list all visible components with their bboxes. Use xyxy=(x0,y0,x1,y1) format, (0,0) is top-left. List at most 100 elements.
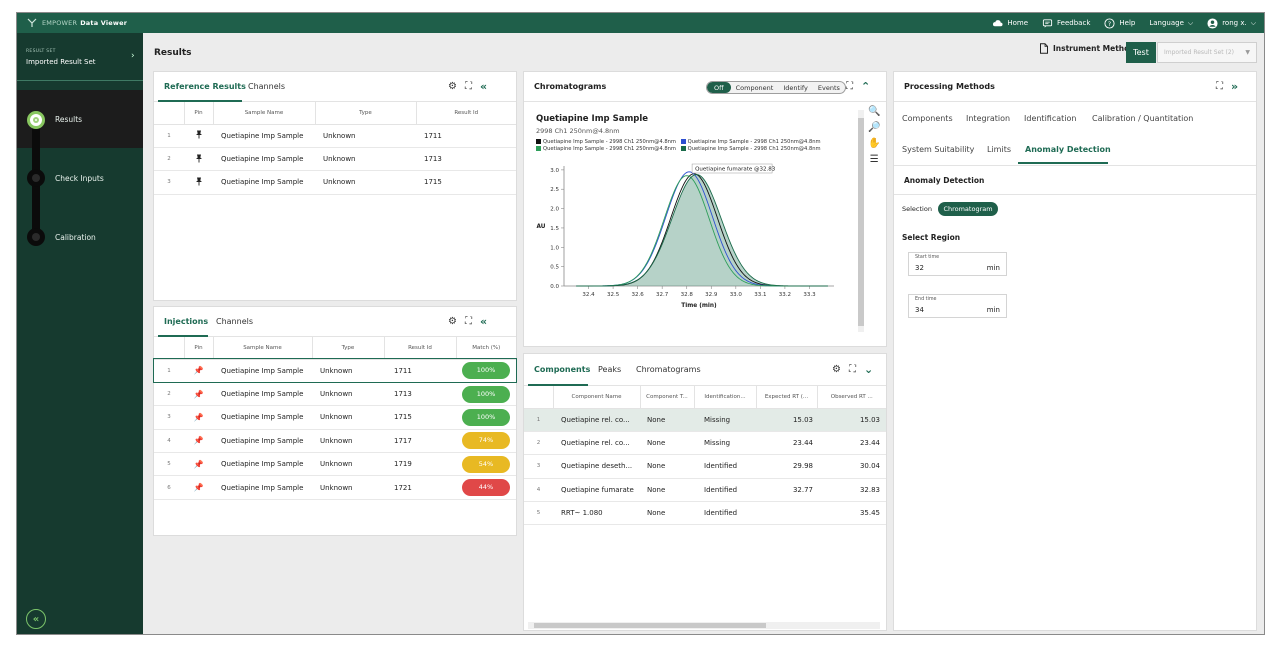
column-result-id[interactable]: Result Id xyxy=(416,102,516,125)
step-check-inputs-dot[interactable] xyxy=(27,169,45,187)
scrollbar-thumb[interactable] xyxy=(534,623,766,628)
fullscreen-icon[interactable]: ⛶ xyxy=(846,81,853,92)
step-calibration-dot[interactable] xyxy=(27,228,45,246)
column-observed-rt[interactable]: Observed RT ... xyxy=(817,386,886,409)
pin-cell[interactable]: 📌 xyxy=(184,405,213,430)
pan-hand-icon[interactable]: ✋ xyxy=(868,138,881,149)
table-row[interactable]: 1 📌 Quetiapine Imp Sample Unknown 1711 100% xyxy=(153,357,517,384)
zoom-out-icon[interactable]: 🔍 xyxy=(868,106,881,117)
pm-tab-integration[interactable]: Integration xyxy=(966,114,1011,123)
table-row[interactable]: 1 Quetiapine Imp Sample Unknown 1711 xyxy=(154,124,516,148)
result-set-value[interactable]: Imported Result Set xyxy=(26,58,96,66)
scrollbar-thumb[interactable] xyxy=(858,118,864,326)
segment-identify[interactable]: Identify xyxy=(783,83,808,92)
pm-tab-anomaly-detection[interactable]: Anomaly Detection xyxy=(1025,145,1111,154)
table-row[interactable]: 1 Quetiapine rel. co... None Missing 15.03 15… xyxy=(524,408,886,432)
collapse-up-icon[interactable]: ⌃ xyxy=(861,80,871,93)
brand[interactable]: EMPOWER Data Viewer xyxy=(27,18,127,28)
pin-icon[interactable]: 📌 xyxy=(193,389,204,399)
table-row[interactable]: 2 Quetiapine Imp Sample Unknown 1713 xyxy=(154,147,516,172)
fullscreen-icon[interactable]: ⛶ xyxy=(464,316,472,327)
start-time-value[interactable]: 32 xyxy=(915,264,924,272)
pin-icon[interactable] xyxy=(195,177,203,186)
pm-tab-calibration[interactable]: Calibration / Quantitation xyxy=(1092,114,1194,123)
column-sample-name[interactable]: Sample Name xyxy=(213,102,316,125)
table-row[interactable]: 4 📌 Quetiapine Imp Sample Unknown 1717 74% xyxy=(154,429,516,454)
pin-icon[interactable] xyxy=(195,154,203,163)
collapse-left-icon[interactable]: « xyxy=(479,80,488,93)
column-type[interactable]: Type xyxy=(315,102,417,125)
tab-reference-results[interactable]: Reference Results xyxy=(164,82,246,91)
end-time-field[interactable]: End time 34 min xyxy=(908,294,1007,318)
pin-cell[interactable]: 📌 xyxy=(184,359,213,383)
pm-tab-system-suitability[interactable]: System Suitability xyxy=(902,145,975,154)
stack-layers-icon[interactable]: ☰ xyxy=(869,154,879,165)
step-results[interactable]: Results xyxy=(55,115,83,124)
collapse-down-icon[interactable]: ⌄ xyxy=(863,363,874,376)
imported-result-set-select[interactable]: Imported Result Set (2) ▼ xyxy=(1157,42,1257,63)
pin-icon[interactable]: 📌 xyxy=(193,366,204,376)
pin-icon[interactable]: 📌 xyxy=(193,412,204,422)
components-horizontal-scrollbar[interactable] xyxy=(528,622,880,629)
tab-injections[interactable]: Injections xyxy=(164,317,209,326)
gear-icon[interactable]: ⚙ xyxy=(448,81,457,92)
segment-off[interactable]: Off xyxy=(707,82,731,93)
table-row[interactable]: 5 RRT~ 1.080 None Identified 35.45 xyxy=(524,501,886,526)
fullscreen-icon[interactable]: ⛶ xyxy=(848,364,856,375)
step-check-inputs[interactable]: Check Inputs xyxy=(55,174,104,183)
pin-cell[interactable]: 📌 xyxy=(184,475,213,500)
pin-icon[interactable]: 📌 xyxy=(193,483,204,493)
column-component-name[interactable]: Component Name xyxy=(553,386,641,409)
column-sample-name[interactable]: Sample Name xyxy=(213,337,313,360)
gear-icon[interactable]: ⚙ xyxy=(832,364,841,375)
tab-components[interactable]: Components xyxy=(534,365,591,374)
column-pin[interactable]: Pin xyxy=(184,102,214,125)
pin-cell[interactable]: 📌 xyxy=(184,382,213,407)
plot-vertical-scrollbar[interactable] xyxy=(858,110,864,332)
table-row[interactable]: 2 📌 Quetiapine Imp Sample Unknown 1713 100% xyxy=(154,382,516,407)
pin-cell[interactable]: 📌 xyxy=(184,452,213,477)
column-result-id[interactable]: Result Id xyxy=(384,337,457,360)
language-menu[interactable]: Language ⌵ xyxy=(1149,19,1193,28)
zoom-in-icon[interactable]: 🔎 xyxy=(868,122,881,133)
table-row[interactable]: 5 📌 Quetiapine Imp Sample Unknown 1719 54% xyxy=(154,452,516,477)
sidebar-collapse-button[interactable]: « xyxy=(26,609,46,629)
table-row[interactable]: 3 📌 Quetiapine Imp Sample Unknown 1715 100% xyxy=(154,405,516,430)
segment-component[interactable]: Component xyxy=(735,83,774,92)
pin-cell[interactable]: 📌 xyxy=(184,429,213,454)
fullscreen-icon[interactable]: ⛶ xyxy=(464,81,472,92)
table-row[interactable]: 4 Quetiapine fumarate None Identified 32.77 3… xyxy=(524,478,886,503)
step-calibration[interactable]: Calibration xyxy=(55,233,96,242)
column-type[interactable]: Type xyxy=(312,337,385,360)
segment-events[interactable]: Events xyxy=(817,83,840,92)
selection-chromatogram-chip[interactable]: Chromatogram xyxy=(938,202,998,216)
pm-tab-identification[interactable]: Identification xyxy=(1024,114,1077,123)
chromatogram-plot[interactable]: 0.0 0.5 1.0 1.5 2.0 2.5 3.0 32.4 32.5 32.6 32.7 32.… xyxy=(524,160,858,330)
table-row[interactable]: 3 Quetiapine deseth... None Identified 29.98… xyxy=(524,454,886,479)
column-component-type[interactable]: Component T... xyxy=(640,386,695,409)
start-time-field[interactable]: Start time 32 min xyxy=(908,252,1007,276)
test-button[interactable]: Test xyxy=(1126,42,1156,63)
collapse-right-icon[interactable]: » xyxy=(1231,80,1239,93)
home-link[interactable]: Home xyxy=(992,18,1028,29)
gear-icon[interactable]: ⚙ xyxy=(448,316,457,327)
step-results-dot[interactable] xyxy=(27,111,45,129)
pin-icon[interactable] xyxy=(195,130,203,139)
instrument-method-link[interactable]: Instrument Method xyxy=(1039,43,1135,54)
pin-cell[interactable] xyxy=(184,147,213,172)
end-time-value[interactable]: 34 xyxy=(915,306,924,314)
help-link[interactable]: ? Help xyxy=(1104,17,1135,29)
column-expected-rt[interactable]: Expected RT (... xyxy=(756,386,818,409)
tab-chromatograms[interactable]: Chromatograms xyxy=(636,365,701,374)
fullscreen-icon[interactable]: ⛶ xyxy=(1216,81,1223,92)
chevron-right-icon[interactable]: › xyxy=(131,51,135,61)
pin-cell[interactable] xyxy=(184,170,213,195)
pin-icon[interactable]: 📌 xyxy=(193,436,204,446)
column-identification[interactable]: Identification... xyxy=(694,386,757,409)
collapse-left-icon[interactable]: « xyxy=(479,315,488,328)
table-row[interactable]: 3 Quetiapine Imp Sample Unknown 1715 xyxy=(154,170,516,195)
tab-peaks[interactable]: Peaks xyxy=(598,365,622,374)
column-match[interactable]: Match (%) xyxy=(456,337,516,360)
user-menu[interactable]: rong x. ⌵ xyxy=(1207,17,1256,29)
table-row[interactable]: 2 Quetiapine rel. co... None Missing 23.44 23… xyxy=(524,431,886,456)
